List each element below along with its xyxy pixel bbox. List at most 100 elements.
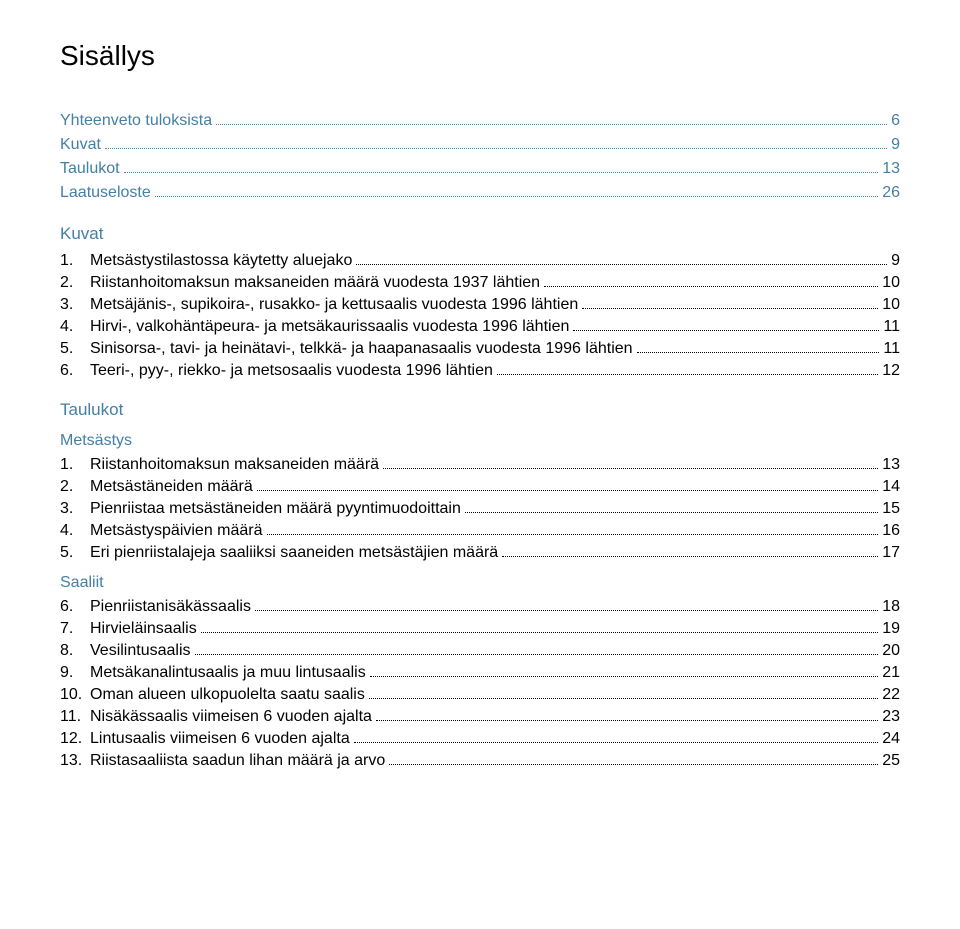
entry-page: 21 — [882, 664, 900, 682]
entry-page: 12 — [882, 362, 900, 380]
page-title: Sisällys — [60, 40, 900, 72]
entry-number: 1. — [60, 456, 90, 474]
toc-entry[interactable]: 1. Metsästystilastossa käytetty aluejako… — [60, 252, 900, 270]
leader-dots — [124, 172, 879, 173]
toc-entry[interactable]: 3. Metsäjänis-, supikoira-, rusakko- ja … — [60, 296, 900, 314]
toc-main-entry[interactable]: Yhteenveto tuloksista 6 — [60, 112, 900, 130]
leader-dots — [544, 286, 878, 287]
entry-label: Lintusaalis viimeisen 6 vuoden ajalta — [90, 730, 350, 748]
leader-dots — [201, 632, 879, 633]
entry-page: 11 — [883, 318, 900, 336]
leader-dots — [257, 490, 878, 491]
toc-entry[interactable]: 2. Metsästäneiden määrä 14 — [60, 478, 900, 496]
entry-label: Hirvi-, valkohäntäpeura- ja metsäkauriss… — [90, 318, 569, 336]
toc-main-entry[interactable]: Kuvat 9 — [60, 136, 900, 154]
entry-label: Metsästyspäivien määrä — [90, 522, 263, 540]
toc-entry[interactable]: 8. Vesilintusaalis 20 — [60, 642, 900, 660]
toc-entry[interactable]: 10. Oman alueen ulkopuolelta saatu saali… — [60, 686, 900, 704]
entry-label: Pienriistaa metsästäneiden määrä pyyntim… — [90, 500, 461, 518]
leader-dots — [356, 264, 887, 265]
section-heading-taulukot: Taulukot — [60, 400, 900, 420]
leader-dots — [502, 556, 878, 557]
entry-label: Yhteenveto tuloksista — [60, 112, 212, 130]
toc-entry[interactable]: 5. Sinisorsa-, tavi- ja heinätavi-, telk… — [60, 340, 900, 358]
entry-label: Eri pienriistalajeja saaliiksi saaneiden… — [90, 544, 498, 562]
entry-page: 25 — [882, 752, 900, 770]
sub-heading: Saaliit — [60, 574, 900, 592]
entry-page: 9 — [891, 136, 900, 154]
entry-label: Laatuseloste — [60, 184, 151, 202]
entry-number: 11. — [60, 708, 90, 726]
toc-entry[interactable]: 12. Lintusaalis viimeisen 6 vuoden ajalt… — [60, 730, 900, 748]
entry-number: 13. — [60, 752, 90, 770]
leader-dots — [376, 720, 878, 721]
leader-dots — [573, 330, 879, 331]
entry-number: 12. — [60, 730, 90, 748]
entry-label: Metsästystilastossa käytetty aluejako — [90, 252, 352, 270]
entry-page: 26 — [882, 184, 900, 202]
entry-number: 2. — [60, 274, 90, 292]
entry-page: 11 — [883, 340, 900, 358]
entry-label: Metsäkanalintusaalis ja muu lintusaalis — [90, 664, 366, 682]
entry-number: 3. — [60, 296, 90, 314]
entry-page: 23 — [882, 708, 900, 726]
entry-label: Metsästäneiden määrä — [90, 478, 253, 496]
entry-page: 22 — [882, 686, 900, 704]
entry-label: Pienriistanisäkässaalis — [90, 598, 251, 616]
leader-dots — [255, 610, 878, 611]
entry-page: 10 — [882, 296, 900, 314]
entry-page: 18 — [882, 598, 900, 616]
leader-dots — [582, 308, 878, 309]
entry-label: Oman alueen ulkopuolelta saatu saalis — [90, 686, 365, 704]
entry-number: 2. — [60, 478, 90, 496]
leader-dots — [389, 764, 878, 765]
leader-dots — [216, 124, 887, 125]
toc-entry[interactable]: 13. Riistasaaliista saadun lihan määrä j… — [60, 752, 900, 770]
toc-main-entry[interactable]: Taulukot 13 — [60, 160, 900, 178]
leader-dots — [369, 698, 878, 699]
toc-entry[interactable]: 11. Nisäkässaalis viimeisen 6 vuoden aja… — [60, 708, 900, 726]
entry-number: 9. — [60, 664, 90, 682]
entry-number: 5. — [60, 544, 90, 562]
entry-page: 13 — [882, 160, 900, 178]
leader-dots — [370, 676, 879, 677]
toc-entry[interactable]: 3. Pienriistaa metsästäneiden määrä pyyn… — [60, 500, 900, 518]
toc-entry[interactable]: 9. Metsäkanalintusaalis ja muu lintusaal… — [60, 664, 900, 682]
entry-page: 19 — [882, 620, 900, 638]
toc-entry[interactable]: 1. Riistanhoitomaksun maksaneiden määrä … — [60, 456, 900, 474]
entry-number: 5. — [60, 340, 90, 358]
toc-entry[interactable]: 7. Hirvieläinsaalis 19 — [60, 620, 900, 638]
entry-label: Hirvieläinsaalis — [90, 620, 197, 638]
entry-label: Teeri-, pyy-, riekko- ja metsosaalis vuo… — [90, 362, 493, 380]
toc-entry[interactable]: 4. Metsästyspäivien määrä 16 — [60, 522, 900, 540]
entry-number: 10. — [60, 686, 90, 704]
taulukot-section: Taulukot Metsästys 1. Riistanhoitomaksun … — [60, 400, 900, 770]
entry-page: 24 — [882, 730, 900, 748]
toc-entry[interactable]: 4. Hirvi-, valkohäntäpeura- ja metsäkaur… — [60, 318, 900, 336]
entry-page: 13 — [882, 456, 900, 474]
toc-entry[interactable]: 2. Riistanhoitomaksun maksaneiden määrä … — [60, 274, 900, 292]
entry-label: Riistanhoitomaksun maksaneiden määrä vuo… — [90, 274, 540, 292]
toc-entry[interactable]: 6. Teeri-, pyy-, riekko- ja metsosaalis … — [60, 362, 900, 380]
toc-entry[interactable]: 6. Pienriistanisäkässaalis 18 — [60, 598, 900, 616]
entry-label: Kuvat — [60, 136, 101, 154]
entry-page: 6 — [891, 112, 900, 130]
sub-heading: Metsästys — [60, 432, 900, 450]
toc-main-entry[interactable]: Laatuseloste 26 — [60, 184, 900, 202]
entry-number: 8. — [60, 642, 90, 660]
entry-number: 4. — [60, 318, 90, 336]
toc-entry[interactable]: 5. Eri pienriistalajeja saaliiksi saanei… — [60, 544, 900, 562]
entry-page: 20 — [882, 642, 900, 660]
entry-label: Taulukot — [60, 160, 120, 178]
entry-label: Metsäjänis-, supikoira-, rusakko- ja ket… — [90, 296, 578, 314]
entry-label: Nisäkässaalis viimeisen 6 vuoden ajalta — [90, 708, 372, 726]
entry-number: 7. — [60, 620, 90, 638]
entry-number: 1. — [60, 252, 90, 270]
entry-number: 6. — [60, 362, 90, 380]
leader-dots — [383, 468, 878, 469]
leader-dots — [195, 654, 879, 655]
leader-dots — [354, 742, 878, 743]
entry-number: 3. — [60, 500, 90, 518]
leader-dots — [105, 148, 887, 149]
leader-dots — [155, 196, 878, 197]
